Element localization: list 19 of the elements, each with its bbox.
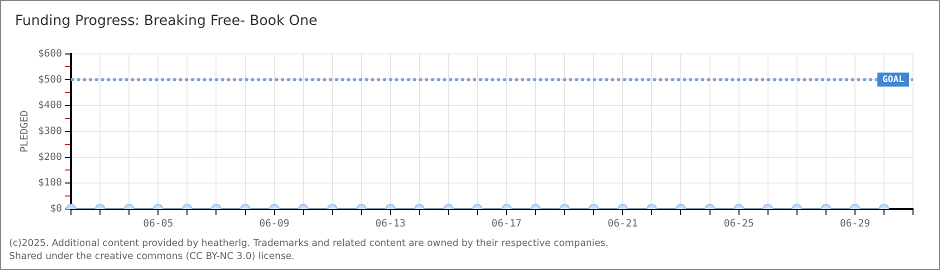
x-tick-label: 06-25 <box>724 218 754 230</box>
y-tick-label: $100 <box>38 178 62 189</box>
chart-title: Funding Progress: Breaking Free- Book One <box>15 13 318 30</box>
y-tick-label: $500 <box>38 74 62 86</box>
y-tick-label: $0 <box>50 204 62 215</box>
text: (c)2025. Additional content provided by heatherlg. Trademarks and related content are owned by their respective companies. <box>9 237 608 250</box>
y-axis-title: PLEDGED <box>20 110 31 152</box>
x-tick-label: 06-05 <box>143 218 174 230</box>
x-tick-label: 06-09 <box>259 218 290 230</box>
ref-line-label: GOAL <box>882 75 905 86</box>
y-tick-label: $200 <box>38 152 62 163</box>
y-tick-label: $400 <box>38 100 62 112</box>
x-tick-label: 06-21 <box>608 218 638 230</box>
x-tick-label: 06-29 <box>840 218 870 230</box>
y-tick-label: $600 <box>38 48 62 60</box>
text: Shared under the creative commons (CC BY-NC 3.0) license. <box>9 250 296 263</box>
y-tick-label: $300 <box>38 126 62 137</box>
x-tick-label: 06-13 <box>375 218 406 230</box>
x-tick-label: 06-17 <box>492 218 522 230</box>
